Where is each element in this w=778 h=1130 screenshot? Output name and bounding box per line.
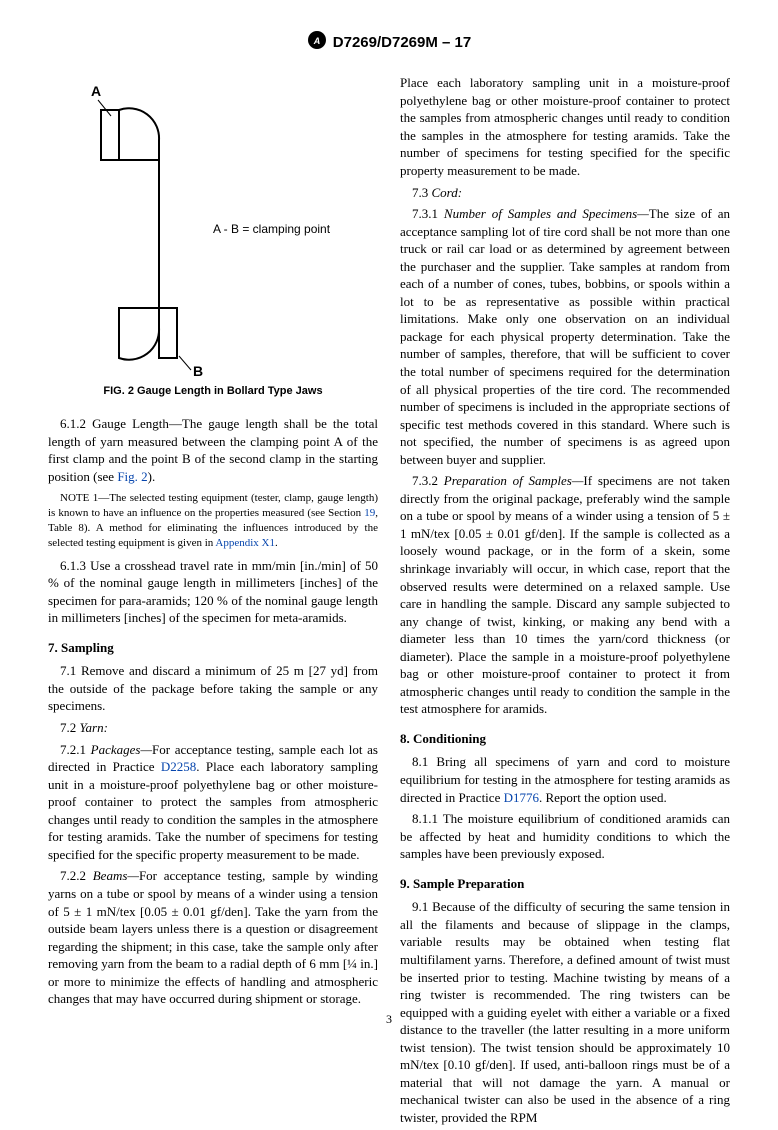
link-d1776[interactable]: D1776: [504, 790, 539, 805]
para-6-1-2: 6.1.2 Gauge Length—The gauge length shal…: [48, 415, 378, 485]
figure-2: A A - B = clamping point B FIG. 2 Gauge …: [48, 78, 378, 399]
document-header: A D7269/D7269M – 17: [48, 30, 730, 56]
para-8-1-1: 8.1.1 The moisture equilibrium of condit…: [400, 810, 730, 863]
para-8-1: 8.1 Bring all specimens of yarn and cord…: [400, 753, 730, 806]
link-appendix-x1[interactable]: Appendix X1: [215, 537, 275, 549]
para-7-2: 7.2 Yarn:: [48, 719, 378, 737]
para-7-2-2: 7.2.2 Beams—For acceptance testing, samp…: [48, 867, 378, 1007]
page-number: 3: [0, 1011, 778, 1027]
figure-label-b: B: [193, 363, 203, 378]
para-7-2-2-cont: Place each laboratory sampling unit in a…: [400, 74, 730, 179]
svg-text:A: A: [313, 36, 321, 46]
figure-caption: FIG. 2 Gauge Length in Bollard Type Jaws: [48, 384, 378, 399]
figure-label-a: A: [91, 83, 101, 99]
para-7-3-2: 7.3.2 Preparation of Samples—If specimen…: [400, 472, 730, 718]
designation: D7269/D7269M – 17: [333, 33, 471, 53]
para-6-1-3: 6.1.3 Use a crosshead travel rate in mm/…: [48, 557, 378, 627]
right-column: Place each laboratory sampling unit in a…: [400, 74, 730, 1130]
note-1: NOTE 1—The selected testing equipment (t…: [48, 491, 378, 550]
para-7-2-1: 7.2.1 Packages—For acceptance testing, s…: [48, 741, 378, 864]
para-7-3: 7.3 Cord:: [400, 184, 730, 202]
para-7-1: 7.1 Remove and discard a minimum of 25 m…: [48, 662, 378, 715]
left-column: A A - B = clamping point B FIG. 2 Gauge …: [48, 74, 378, 1130]
content-columns: A A - B = clamping point B FIG. 2 Gauge …: [48, 74, 730, 1130]
link-fig-2[interactable]: Fig. 2: [117, 469, 147, 484]
link-section-19[interactable]: 19: [364, 507, 375, 519]
section-7-heading: 7. Sampling: [48, 639, 378, 657]
section-8-heading: 8. Conditioning: [400, 730, 730, 748]
astm-logo-icon: A: [307, 30, 327, 56]
section-9-heading: 9. Sample Preparation: [400, 875, 730, 893]
para-7-3-1: 7.3.1 Number of Samples and Specimens—Th…: [400, 205, 730, 468]
link-d2258[interactable]: D2258: [161, 759, 196, 774]
figure-clamp-note: A - B = clamping point: [213, 222, 331, 236]
